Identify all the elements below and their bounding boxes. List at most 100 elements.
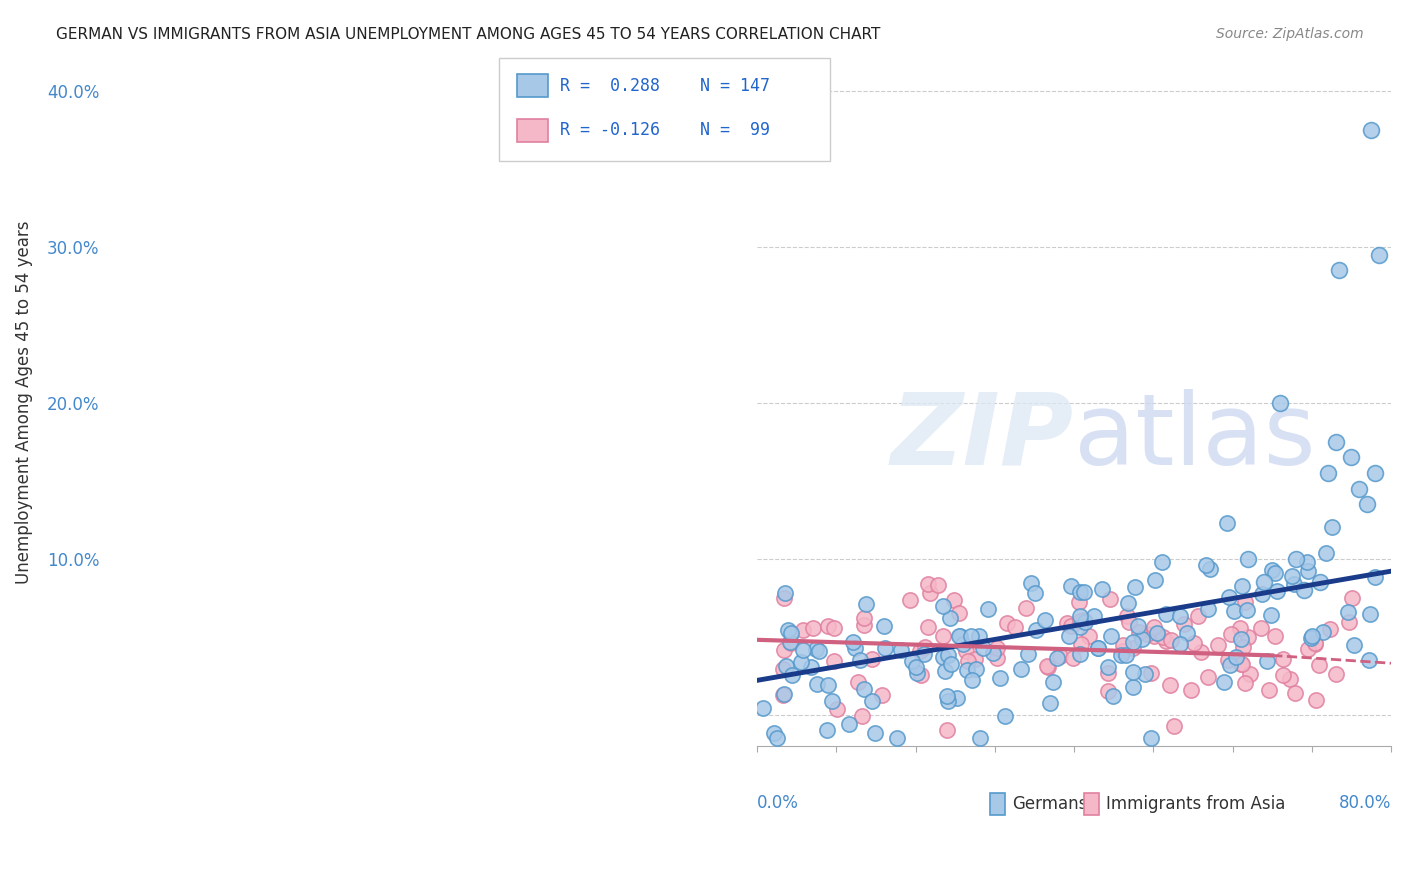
Point xyxy=(780,636,803,650)
Point xyxy=(792,643,814,657)
Point xyxy=(912,647,935,661)
Point xyxy=(1062,651,1084,665)
Point xyxy=(1206,638,1229,652)
Text: 80.0%: 80.0% xyxy=(1339,794,1391,812)
Point xyxy=(1230,657,1253,671)
Point xyxy=(900,654,922,668)
Point xyxy=(1180,682,1202,697)
Point xyxy=(1348,482,1371,496)
Point xyxy=(1154,607,1177,622)
Point xyxy=(870,688,893,702)
Point xyxy=(1216,516,1239,530)
Point xyxy=(772,662,794,676)
Point xyxy=(804,642,827,657)
Point xyxy=(967,629,990,643)
Point xyxy=(1069,620,1091,634)
Point xyxy=(1225,650,1247,665)
Point xyxy=(808,644,831,658)
Text: ZIP: ZIP xyxy=(891,389,1074,485)
Point xyxy=(936,694,959,708)
Point xyxy=(1109,648,1132,663)
Point xyxy=(1097,684,1119,698)
Point xyxy=(1358,607,1381,621)
Point xyxy=(1230,632,1253,647)
Point xyxy=(860,694,883,708)
Point xyxy=(1340,591,1362,605)
Point xyxy=(988,671,1011,685)
Point xyxy=(1191,645,1213,659)
Point xyxy=(946,691,969,706)
Point xyxy=(852,681,875,696)
Point xyxy=(1368,247,1391,261)
Point xyxy=(1078,629,1101,643)
Point xyxy=(799,659,821,673)
Point xyxy=(1272,652,1295,666)
Point xyxy=(1168,609,1191,624)
Point xyxy=(917,577,939,591)
Point xyxy=(1074,615,1097,629)
Point xyxy=(1236,603,1258,617)
Point xyxy=(1256,654,1278,668)
Point xyxy=(917,620,939,634)
Point xyxy=(1087,640,1109,655)
Point xyxy=(852,611,875,625)
Point xyxy=(1315,546,1337,560)
Point xyxy=(936,648,959,662)
Point xyxy=(955,644,977,658)
Point xyxy=(969,731,991,745)
Point xyxy=(801,621,824,635)
Point xyxy=(1135,666,1157,681)
Point xyxy=(779,635,801,649)
Point xyxy=(1343,638,1365,652)
Point xyxy=(1364,466,1386,480)
Point xyxy=(1197,670,1219,684)
Point xyxy=(962,673,984,687)
Point xyxy=(1239,666,1261,681)
Point xyxy=(1115,609,1137,624)
Point xyxy=(1099,592,1122,607)
Point xyxy=(865,726,887,740)
Point xyxy=(1097,660,1119,674)
Point xyxy=(1218,591,1240,605)
Point xyxy=(1292,582,1315,597)
Point xyxy=(1091,582,1114,596)
Point xyxy=(772,642,794,657)
Point xyxy=(1122,665,1144,679)
Point xyxy=(1296,642,1319,657)
Point xyxy=(1324,666,1347,681)
Point xyxy=(1253,575,1275,590)
Point xyxy=(1223,604,1246,618)
Point xyxy=(1197,602,1219,616)
Point xyxy=(1220,627,1243,641)
Point xyxy=(773,687,796,701)
Point xyxy=(842,635,865,649)
Point xyxy=(960,630,983,644)
Text: 0.0%: 0.0% xyxy=(756,794,799,812)
Text: GERMAN VS IMMIGRANTS FROM ASIA UNEMPLOYMENT AMONG AGES 45 TO 54 YEARS CORRELATIO: GERMAN VS IMMIGRANTS FROM ASIA UNEMPLOYM… xyxy=(56,27,880,42)
Point xyxy=(806,677,828,691)
Point xyxy=(1219,657,1241,672)
Point xyxy=(1337,615,1360,630)
Point xyxy=(1230,657,1253,671)
Point xyxy=(1116,596,1139,610)
Point xyxy=(908,644,931,658)
Point xyxy=(1036,659,1059,673)
Point xyxy=(1017,647,1039,661)
Point xyxy=(986,650,1008,665)
Point xyxy=(1025,624,1047,638)
Point xyxy=(1312,625,1334,640)
Point xyxy=(1060,619,1083,633)
Point xyxy=(780,626,803,640)
Point xyxy=(931,649,953,664)
Point xyxy=(1299,631,1322,645)
Point xyxy=(934,664,956,678)
Point xyxy=(1303,636,1326,650)
Point xyxy=(1004,620,1026,634)
Point xyxy=(898,593,921,607)
Point xyxy=(1360,123,1382,137)
Point xyxy=(1122,680,1144,694)
Point xyxy=(775,658,797,673)
Point xyxy=(823,654,845,668)
Point xyxy=(855,597,877,611)
Point xyxy=(965,652,987,666)
